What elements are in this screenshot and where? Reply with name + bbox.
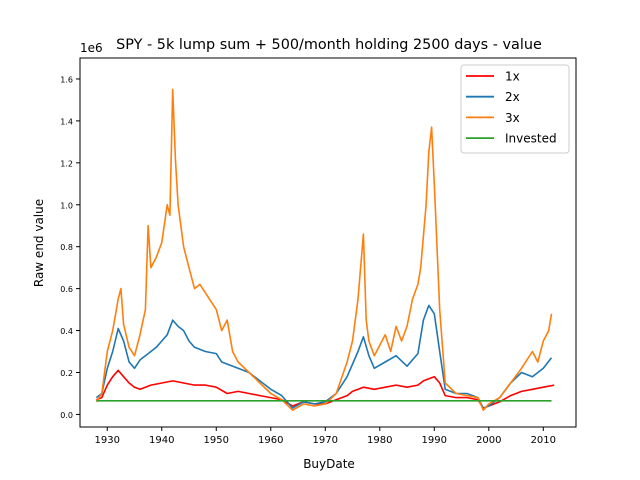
y-tick-label: 1.4	[60, 117, 73, 126]
y-tick-label: 1.6	[60, 75, 73, 84]
series-line-1x	[96, 369, 555, 409]
chart-title: SPY - 5k lump sum + 500/month holding 25…	[116, 37, 542, 53]
plot-frame	[79, 57, 577, 428]
legend: 1x 2x 3x Invested	[460, 64, 570, 154]
plot-lines	[95, 88, 555, 412]
y-tick-label: 0.4	[60, 327, 73, 336]
y-tick-label: 0.6	[60, 285, 73, 294]
y-axis-label: Raw end value	[32, 199, 46, 287]
x-tick-label: 1930	[95, 435, 120, 446]
legend-label-2x: 2x	[505, 90, 520, 104]
x-tick-label: 1940	[149, 435, 174, 446]
legend-label-3x: 3x	[505, 111, 520, 125]
x-axis: 1930 1940 1950 1960 1970 1980 1990 2000 2010	[95, 427, 556, 446]
y-offset-text: 1e6	[80, 41, 103, 55]
series-line-3x	[95, 88, 553, 412]
y-tick-label: 0.8	[60, 243, 73, 252]
legend-label-invested: Invested	[505, 132, 557, 146]
series-line-2x	[95, 304, 553, 409]
x-axis-label: BuyDate	[303, 457, 355, 471]
x-tick-label: 2010	[531, 435, 556, 446]
x-tick-label: 1970	[313, 435, 338, 446]
x-tick-label: 1960	[258, 435, 283, 446]
y-tick-label: 0.0	[60, 411, 73, 420]
y-tick-label: 0.2	[60, 369, 73, 378]
x-tick-label: 1990	[422, 435, 447, 446]
y-tick-label: 1.0	[60, 201, 73, 210]
x-tick-label: 1950	[204, 435, 229, 446]
legend-box	[460, 64, 570, 154]
x-tick-label: 1980	[367, 435, 392, 446]
y-tick-label: 1.2	[60, 159, 73, 168]
y-axis: 0.0 0.2 0.4 0.6 0.8 1.0 1.2 1.4 1.6	[60, 75, 80, 420]
x-tick-label: 2000	[476, 435, 501, 446]
legend-label-1x: 1x	[505, 70, 520, 84]
